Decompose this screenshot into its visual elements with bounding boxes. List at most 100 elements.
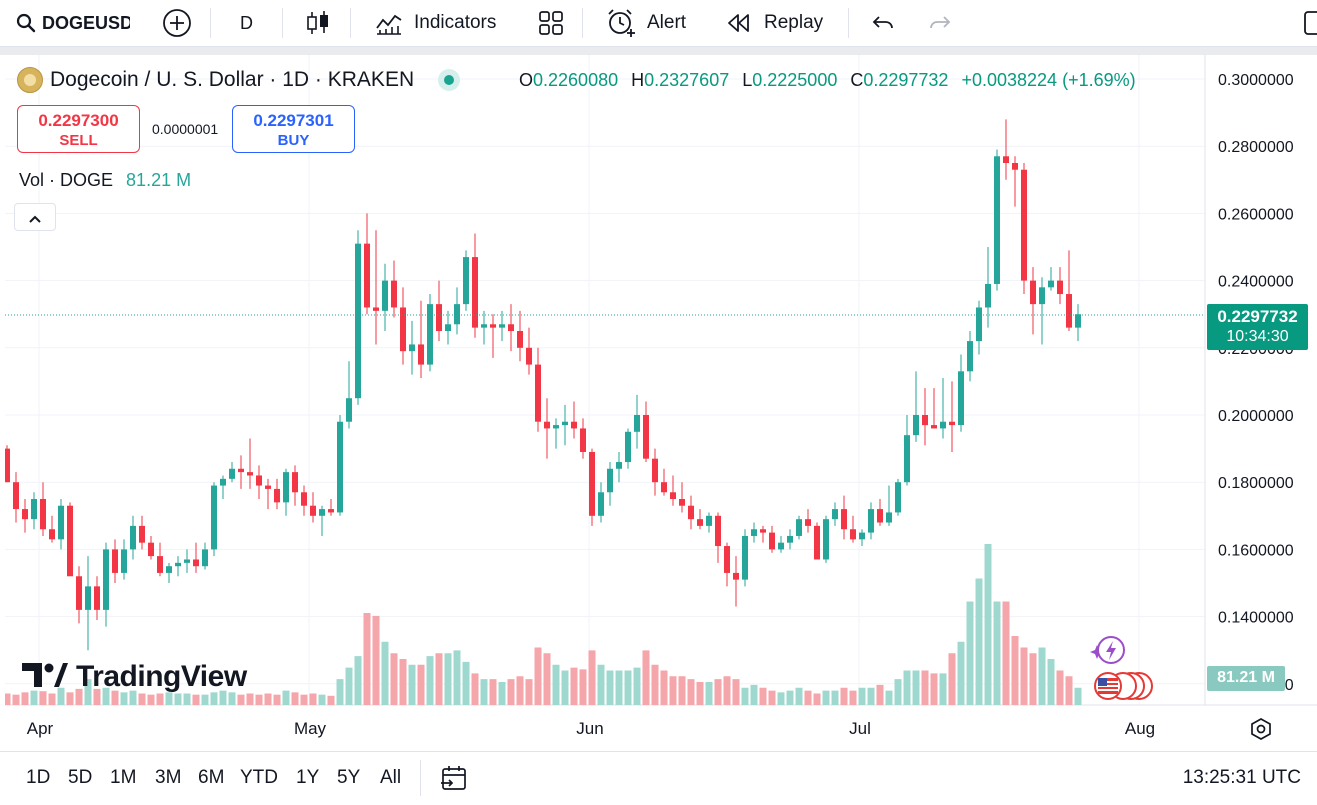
candle: [823, 515, 829, 563]
candle: [814, 522, 820, 560]
volume-bar: [831, 690, 839, 705]
price-tick-label: 0.2600000: [1218, 206, 1294, 223]
candle: [427, 294, 433, 372]
candle: [121, 539, 127, 580]
volume-bar: [138, 693, 146, 705]
candle: [274, 478, 280, 510]
candle: [787, 529, 793, 550]
layout-button[interactable]: [1303, 0, 1317, 46]
candle: [589, 448, 595, 526]
candle: [193, 542, 199, 573]
candle: [319, 505, 325, 536]
price-tick-label: 0.2400000: [1218, 274, 1294, 291]
candle: [805, 509, 811, 533]
volume-bar: [201, 694, 209, 705]
volume-bar: [1020, 647, 1028, 705]
volume-bar: [255, 694, 263, 705]
market-status-dot-icon[interactable]: [438, 69, 461, 91]
close-label: C: [850, 70, 864, 90]
candle: [130, 515, 136, 560]
volume-bar: [759, 687, 767, 705]
range-button-1y[interactable]: 1Y: [296, 767, 320, 788]
replay-button[interactable]: Replay: [726, 0, 823, 46]
collapse-legend-button[interactable]: [14, 203, 56, 231]
range-button-5y[interactable]: 5Y: [337, 767, 361, 788]
volume-bar: [966, 601, 974, 705]
volume-bar: [1065, 676, 1073, 705]
range-button-ytd[interactable]: YTD: [240, 767, 278, 788]
candle: [607, 462, 613, 506]
candle: [697, 509, 703, 530]
candle: [103, 542, 109, 627]
range-button-1m[interactable]: 1M: [110, 767, 137, 788]
candle: [625, 428, 631, 469]
time-tick-label: Jun: [576, 719, 603, 738]
volume-bar: [723, 676, 731, 705]
alert-button[interactable]: Alert: [605, 0, 686, 46]
volume-bar: [912, 670, 920, 705]
chart-pane[interactable]: 0.3000000 0.2800000 0.2600000 0.2400000 0.22…: [5, 55, 1317, 751]
volume-bar: [57, 687, 65, 705]
candle: [895, 478, 901, 516]
candle: [976, 300, 982, 355]
candle: [175, 556, 181, 577]
utc-clock[interactable]: 13:25:31 UTC: [1182, 767, 1301, 788]
volume-bar: [75, 688, 83, 705]
candle: [256, 465, 262, 499]
replay-label: Replay: [764, 12, 824, 33]
volume-bar: [669, 676, 677, 705]
templates-button[interactable]: [537, 0, 565, 46]
volume-bar: [219, 690, 227, 705]
volume-bar: [642, 650, 650, 705]
tv-logo-icon: [22, 662, 68, 692]
range-button-6m[interactable]: 6M: [198, 767, 225, 788]
spread-value: 0.0000001: [152, 121, 219, 137]
lightning-event-icon[interactable]: [1087, 634, 1133, 673]
volume-bar: [597, 664, 605, 705]
range-button-1d[interactable]: 1D: [26, 767, 51, 788]
volume-bar: [732, 679, 740, 705]
last-price-value: 0.2297732: [1217, 307, 1298, 326]
price-tick-label: 0.1800000: [1218, 475, 1294, 492]
undo-button[interactable]: [871, 0, 895, 46]
volume-bars: [5, 544, 1082, 705]
volume-bar: [66, 692, 74, 705]
candle: [994, 149, 1000, 291]
axis-settings-button[interactable]: [1249, 717, 1273, 746]
volume-bar: [435, 653, 443, 705]
volume-bar: [1074, 687, 1082, 705]
range-button-5d[interactable]: 5D: [68, 767, 93, 788]
range-button-3m[interactable]: 3M: [155, 767, 182, 788]
candle: [526, 327, 532, 375]
volume-bar: [174, 693, 182, 705]
tradingview-wordmark: TradingView: [76, 660, 247, 693]
interval-button[interactable]: D: [240, 12, 253, 33]
volume-bar: [102, 687, 110, 705]
volume-bar: [408, 664, 416, 705]
indicators-button[interactable]: Indicators: [374, 0, 496, 46]
sell-button[interactable]: 0.2297300 SELL: [17, 105, 140, 153]
volume-bar: [984, 544, 992, 705]
volume-bar: [948, 653, 956, 705]
symbol-search[interactable]: DOGEUSD: [16, 0, 130, 46]
chart-type-button[interactable]: [305, 0, 331, 46]
volume-bar: [957, 641, 965, 705]
candle: [346, 361, 352, 429]
volume-bar: [750, 684, 758, 705]
candle: [517, 310, 523, 362]
buy-button[interactable]: 0.2297301 BUY: [232, 105, 355, 153]
range-button-all[interactable]: All: [380, 767, 402, 788]
add-circle-icon: [162, 8, 192, 38]
candle: [166, 562, 172, 583]
volume-bar: [1011, 636, 1019, 705]
redo-button[interactable]: [928, 0, 952, 46]
compare-button[interactable]: [162, 0, 192, 46]
volume-bar: [849, 690, 857, 705]
candle: [373, 230, 379, 345]
tradingview-logo[interactable]: TradingView: [22, 660, 247, 694]
go-to-date-button[interactable]: [440, 764, 468, 797]
volume-bar: [885, 690, 893, 705]
candle: [499, 310, 505, 342]
candle: [1039, 277, 1045, 345]
us-flag-event-icon[interactable]: [1093, 671, 1155, 706]
